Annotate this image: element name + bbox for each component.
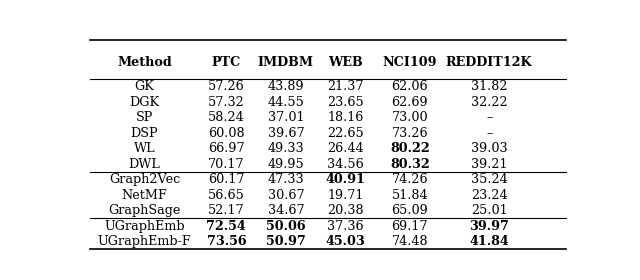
Text: GraphSage: GraphSage [108, 204, 180, 217]
Text: 30.67: 30.67 [268, 189, 304, 202]
Text: 37.01: 37.01 [268, 111, 304, 124]
Text: 58.24: 58.24 [208, 111, 244, 124]
Text: 66.97: 66.97 [208, 142, 244, 155]
Text: 18.16: 18.16 [327, 111, 364, 124]
Text: DSP: DSP [131, 127, 158, 140]
Text: 39.03: 39.03 [471, 142, 508, 155]
Text: 80.22: 80.22 [390, 142, 429, 155]
Text: –: – [486, 111, 492, 124]
Text: 44.55: 44.55 [268, 96, 304, 109]
Text: WEB: WEB [328, 56, 363, 69]
Text: 35.24: 35.24 [471, 173, 508, 186]
Text: 26.44: 26.44 [327, 142, 364, 155]
Text: 73.56: 73.56 [207, 235, 246, 248]
Text: 49.95: 49.95 [268, 158, 304, 171]
Text: DWL: DWL [129, 158, 161, 171]
Text: 49.33: 49.33 [268, 142, 304, 155]
Text: 70.17: 70.17 [208, 158, 244, 171]
Text: 23.24: 23.24 [471, 189, 508, 202]
Text: PTC: PTC [212, 56, 241, 69]
Text: 22.65: 22.65 [327, 127, 364, 140]
Text: 74.26: 74.26 [392, 173, 428, 186]
Text: 57.26: 57.26 [208, 80, 244, 93]
Text: 20.38: 20.38 [327, 204, 364, 217]
Text: 60.17: 60.17 [208, 173, 244, 186]
Text: 19.71: 19.71 [327, 189, 364, 202]
Text: SP: SP [136, 111, 153, 124]
Text: 69.17: 69.17 [392, 220, 428, 233]
Text: 65.09: 65.09 [392, 204, 428, 217]
Text: 80.32: 80.32 [390, 158, 429, 171]
Text: 73.26: 73.26 [392, 127, 428, 140]
Text: 60.08: 60.08 [208, 127, 244, 140]
Text: 56.65: 56.65 [208, 189, 244, 202]
Text: 39.67: 39.67 [268, 127, 304, 140]
Text: 32.22: 32.22 [471, 96, 508, 109]
Text: 43.89: 43.89 [268, 80, 304, 93]
Text: 45.03: 45.03 [326, 235, 365, 248]
Text: 31.82: 31.82 [471, 80, 508, 93]
Text: 62.06: 62.06 [392, 80, 428, 93]
Text: 47.33: 47.33 [268, 173, 304, 186]
Text: UGraphEmb-F: UGraphEmb-F [98, 235, 191, 248]
Text: 40.91: 40.91 [325, 173, 365, 186]
Text: WL: WL [134, 142, 156, 155]
Text: 39.97: 39.97 [469, 220, 509, 233]
Text: REDDIT12K: REDDIT12K [446, 56, 532, 69]
Text: NCI109: NCI109 [383, 56, 437, 69]
Text: 50.97: 50.97 [266, 235, 306, 248]
Text: 62.69: 62.69 [392, 96, 428, 109]
Text: DGK: DGK [129, 96, 159, 109]
Text: 25.01: 25.01 [471, 204, 508, 217]
Text: NetMF: NetMF [122, 189, 167, 202]
Text: –: – [486, 127, 492, 140]
Text: 74.48: 74.48 [392, 235, 428, 248]
Text: 41.84: 41.84 [469, 235, 509, 248]
Text: GK: GK [134, 80, 154, 93]
Text: UGraphEmb: UGraphEmb [104, 220, 185, 233]
Text: 52.17: 52.17 [208, 204, 244, 217]
Text: 72.54: 72.54 [207, 220, 246, 233]
Text: 37.36: 37.36 [327, 220, 364, 233]
Text: 23.65: 23.65 [327, 96, 364, 109]
Text: 34.67: 34.67 [268, 204, 304, 217]
Text: Method: Method [117, 56, 172, 69]
Text: Graph2Vec: Graph2Vec [109, 173, 180, 186]
Text: 51.84: 51.84 [392, 189, 428, 202]
Text: 73.00: 73.00 [392, 111, 428, 124]
Text: 34.56: 34.56 [327, 158, 364, 171]
Text: IMDBM: IMDBM [258, 56, 314, 69]
Text: 57.32: 57.32 [208, 96, 244, 109]
Text: 39.21: 39.21 [471, 158, 508, 171]
Text: 50.06: 50.06 [266, 220, 306, 233]
Text: 21.37: 21.37 [327, 80, 364, 93]
